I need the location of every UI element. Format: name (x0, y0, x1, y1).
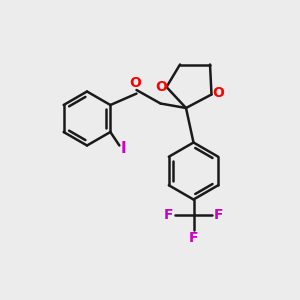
Text: O: O (129, 76, 141, 90)
Text: F: F (164, 208, 173, 222)
Text: O: O (155, 80, 167, 94)
Text: O: O (212, 86, 224, 100)
Text: F: F (214, 208, 224, 222)
Text: I: I (121, 141, 127, 156)
Text: F: F (189, 231, 198, 244)
